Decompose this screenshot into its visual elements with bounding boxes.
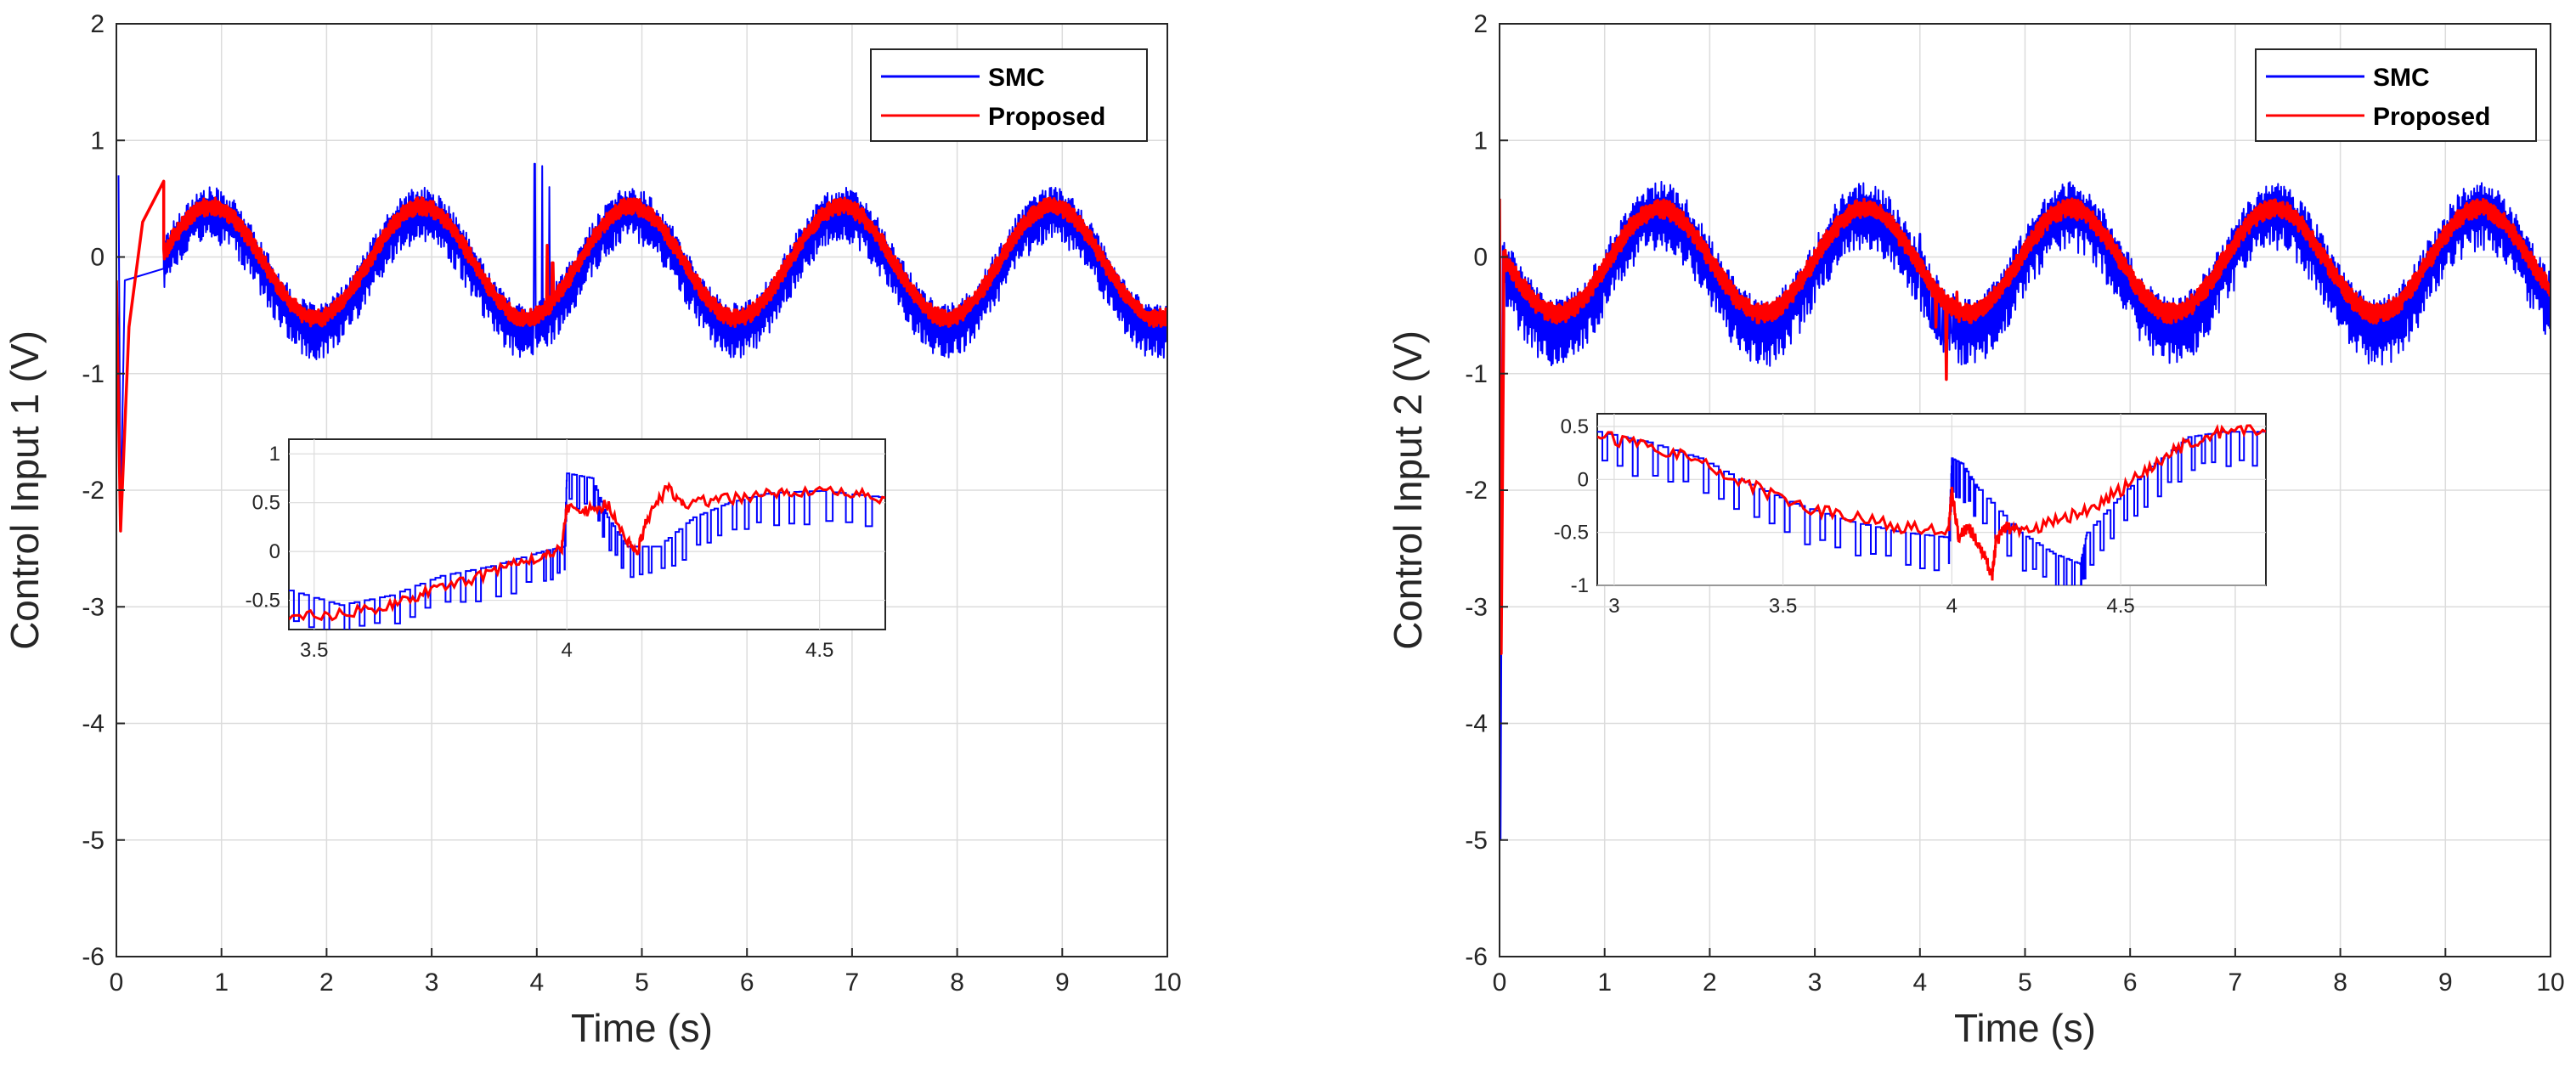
inset-x-tick-label: 3.5 (300, 639, 328, 662)
chart-control-input-2: 0 1 2 3 4 5 6 7 8 9 10 210-1-2-3-4-5-6 Time (s) Co… (1386, 10, 2565, 1050)
inset-line-proposed (1597, 423, 2266, 581)
x-tick-label: 9 (2438, 969, 2453, 997)
y-tick-label: -5 (82, 827, 105, 855)
inset-x-tick-label: 4 (562, 639, 573, 662)
x-tick-label: 4 (529, 969, 544, 997)
y-tick-label: -1 (82, 360, 105, 388)
y-ticks: 2 1 0 -1 -2 -3 -4 -5 -6 (82, 10, 125, 971)
x-tick-label: 0 (1493, 969, 1507, 997)
y-tick-label: 2 (1473, 10, 1488, 38)
inset-y-tick-label: 0 (1578, 468, 1589, 491)
y-tick-label: -6 (82, 943, 105, 971)
series-lines (116, 162, 1167, 533)
legend-label-smc: SMC (2373, 64, 2430, 92)
series-lines (1500, 180, 2551, 841)
series-line-proposed (116, 179, 1167, 533)
y-tick-label: -3 (82, 593, 105, 621)
x-tick-label: 6 (2123, 969, 2138, 997)
legend: SMC Proposed (870, 48, 1148, 142)
y-tick-label: 0 (90, 244, 105, 272)
legend-label-smc: SMC (988, 64, 1045, 92)
inset-line-smc (289, 472, 885, 630)
x-ticks: 0 1 2 3 4 5 6 7 8 9 10 (1493, 948, 2565, 997)
y-tick-label: -6 (1465, 943, 1488, 971)
inset-x-tick-label: 4 (1946, 595, 1957, 618)
y-tick-label: 1 (90, 127, 105, 155)
inset-x-tick-label: 4.5 (805, 639, 833, 662)
y-axis-label: Control Input 1 (V) (3, 330, 47, 650)
y-tick-label: 2 (90, 10, 105, 38)
legend-label-proposed: Proposed (2373, 103, 2490, 131)
x-ticks: 0 1 2 3 4 5 6 7 8 9 10 (110, 948, 1182, 997)
series-line-proposed (1500, 197, 2551, 655)
legend-box (870, 48, 1148, 142)
inset-y-tick-label: -0.5 (246, 590, 280, 613)
x-tick-label: 3 (425, 969, 439, 997)
inset-y-tick-label: -0.5 (1554, 522, 1589, 545)
y-tick-label: 0 (1473, 244, 1488, 272)
x-tick-label: 10 (1153, 969, 1181, 997)
inset-series (289, 472, 885, 630)
x-tick-label: 7 (2229, 969, 2243, 997)
x-tick-label: 10 (2536, 969, 2564, 997)
x-tick-label: 1 (214, 969, 229, 997)
inset-y-tick-label: -1 (1571, 574, 1589, 597)
x-tick-label: 0 (110, 969, 124, 997)
inset-frame (1596, 413, 2267, 586)
y-tick-label: -2 (82, 477, 105, 505)
inset-y-tick-label: 0 (269, 540, 280, 563)
inset: 3.5 4 4.5 1 0.5 0 -0.5 (246, 438, 886, 662)
x-tick-label: 6 (740, 969, 754, 997)
y-tick-label: 1 (1473, 127, 1488, 155)
x-axis-label: Time (s) (571, 1006, 713, 1050)
x-tick-label: 2 (319, 969, 334, 997)
y-ticks: 2 1 0 -1 -2 -3 -4 -5 -6 (1465, 10, 1508, 971)
inset-x-tick-label: 3 (1608, 595, 1619, 618)
chart-control-input-1: 0 1 2 3 4 5 6 7 8 9 10 210-1-2-3-4-5-6 Time (s) Co… (3, 10, 1182, 1050)
x-tick-label: 8 (950, 969, 964, 997)
x-tick-label: 1 (1597, 969, 1612, 997)
inset-y-tick-label: 0.5 (1561, 415, 1589, 438)
y-tick-label: -1 (1465, 360, 1488, 388)
inset-x-tick-label: 3.5 (1769, 595, 1797, 618)
x-axis-label: Time (s) (1954, 1006, 2096, 1050)
inset-y-tick-label: 1 (269, 443, 280, 466)
y-tick-label: -5 (1465, 827, 1488, 855)
x-tick-label: 4 (1912, 969, 1927, 997)
inset-x-tick-label: 4.5 (2106, 595, 2134, 618)
y-tick-label: -2 (1465, 477, 1488, 505)
inset-line-proposed (289, 481, 885, 622)
inset-line-smc (1597, 431, 2266, 585)
x-tick-label: 9 (1055, 969, 1070, 997)
y-tick-label: -3 (1465, 593, 1488, 621)
inset-y-tick-label: 0.5 (252, 492, 280, 515)
x-tick-label: 2 (1703, 969, 1717, 997)
x-tick-label: 5 (2018, 969, 2032, 997)
inset-frame (288, 438, 886, 630)
x-tick-label: 3 (1808, 969, 1822, 997)
y-tick-label: -4 (1465, 710, 1488, 738)
legend: SMC Proposed (2255, 48, 2537, 142)
legend-label-proposed: Proposed (988, 103, 1105, 131)
inset: 3 3.5 4 4.5 0.5 0 -0.5 -1 (1554, 413, 2267, 618)
x-tick-label: 8 (2333, 969, 2347, 997)
inset-series (1597, 423, 2266, 585)
x-tick-label: 7 (845, 969, 860, 997)
legend-box (2255, 48, 2537, 142)
y-tick-label: -4 (82, 710, 105, 738)
x-tick-label: 5 (635, 969, 649, 997)
y-axis-label: Control Input 2 (V) (1386, 330, 1430, 650)
